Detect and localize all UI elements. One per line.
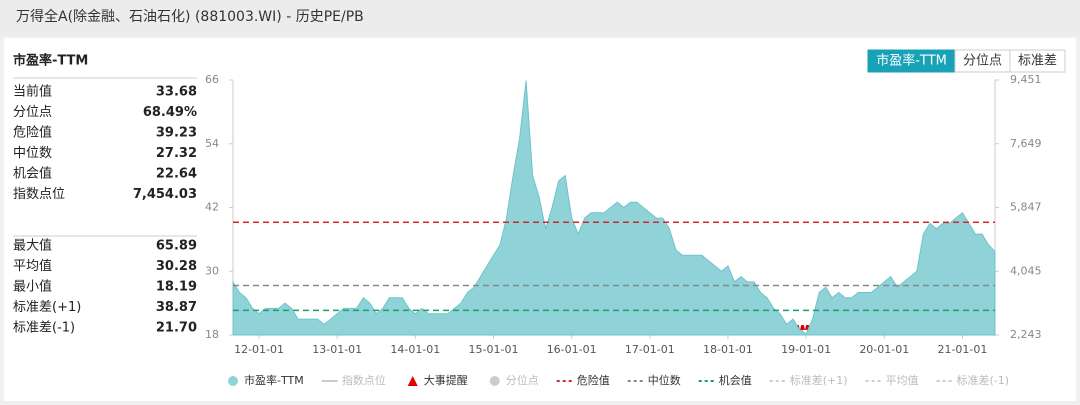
stat-value: 38.87: [156, 300, 197, 315]
stat-value: 27.32: [156, 146, 197, 161]
legend-symbol: [228, 376, 238, 386]
x-tick-label: 15-01-01: [469, 343, 519, 356]
legend-symbol: [489, 376, 500, 386]
y2-tick-label: 2,243: [1010, 328, 1042, 341]
stat-value: 22.64: [156, 167, 197, 182]
stat-value: 33.68: [156, 85, 197, 100]
stat-value: 39.23: [156, 126, 197, 141]
stat-value: 21.70: [156, 321, 197, 336]
x-tick-label: 13-01-01: [312, 343, 362, 356]
y2-tick-label: 5,847: [1010, 201, 1042, 214]
x-tick-label: 20-01-01: [859, 343, 909, 356]
legend-label[interactable]: 指数点位: [342, 373, 386, 387]
stat-label: 平均值: [13, 258, 52, 274]
legend-label[interactable]: 标准差(+1): [790, 373, 848, 387]
legend-label[interactable]: 中位数: [648, 373, 681, 387]
stat-value: 30.28: [156, 259, 197, 274]
header-title: 万得全A(除金融、石油石化) (881003.WI) - 历史PE/PB: [16, 8, 364, 25]
stat-label: 指数点位: [13, 187, 65, 202]
stat-label: 标准差(-1): [13, 321, 75, 336]
legend-symbol: [407, 376, 418, 386]
x-tick-label: 17-01-01: [625, 343, 675, 356]
legend-label[interactable]: 机会值: [719, 373, 752, 387]
stat-label: 危险值: [13, 125, 52, 141]
stat-value: 68.49%: [143, 105, 197, 120]
y-tick-label: 54: [205, 137, 219, 150]
legend-label[interactable]: 分位点: [506, 373, 539, 387]
stat-value: 7,454.03: [133, 187, 197, 202]
pe-area: [232, 80, 996, 336]
legend-label[interactable]: 市盈率-TTM: [244, 373, 304, 387]
legend-label[interactable]: 大事提醒: [424, 373, 468, 387]
x-tick-label: 16-01-01: [547, 343, 597, 356]
stat-label: 分位点: [13, 105, 52, 120]
x-tick-label: 14-01-01: [390, 343, 440, 356]
stat-value: 65.89: [156, 239, 197, 254]
stat-label: 中位数: [13, 146, 52, 161]
y-tick-label: 18: [205, 328, 219, 341]
tab-label[interactable]: 市盈率-TTM: [876, 53, 947, 69]
x-tick-label: 21-01-01: [937, 343, 987, 356]
x-tick-label: 19-01-01: [781, 343, 831, 356]
stat-label: 机会值: [13, 166, 52, 182]
x-tick-label: 12-01-01: [234, 343, 284, 356]
stat-value: 18.19: [156, 280, 197, 295]
y2-tick-label: 9,451: [1010, 73, 1042, 86]
panel-title: 市盈率-TTM: [13, 53, 88, 69]
legend-label[interactable]: 标准差(-1): [957, 373, 1010, 387]
stat-label: 最小值: [13, 279, 52, 295]
tab-label[interactable]: 分位点: [963, 54, 1002, 69]
header-bar: [0, 0, 1080, 36]
tab-label[interactable]: 标准差: [1018, 54, 1057, 69]
y-tick-label: 30: [205, 264, 219, 277]
x-tick-label: 18-01-01: [703, 343, 753, 356]
y2-tick-label: 4,045: [1010, 264, 1042, 277]
y-tick-label: 66: [205, 73, 219, 86]
legend-label[interactable]: 危险值: [577, 373, 610, 387]
stat-label: 标准差(+1): [13, 300, 81, 315]
legend-label[interactable]: 平均值: [886, 374, 919, 387]
stat-label: 当前值: [13, 84, 52, 100]
y2-tick-label: 7,649: [1010, 137, 1042, 150]
y-tick-label: 42: [205, 201, 219, 214]
tab[interactable]: [1009, 49, 1066, 73]
stat-label: 最大值: [13, 238, 52, 254]
